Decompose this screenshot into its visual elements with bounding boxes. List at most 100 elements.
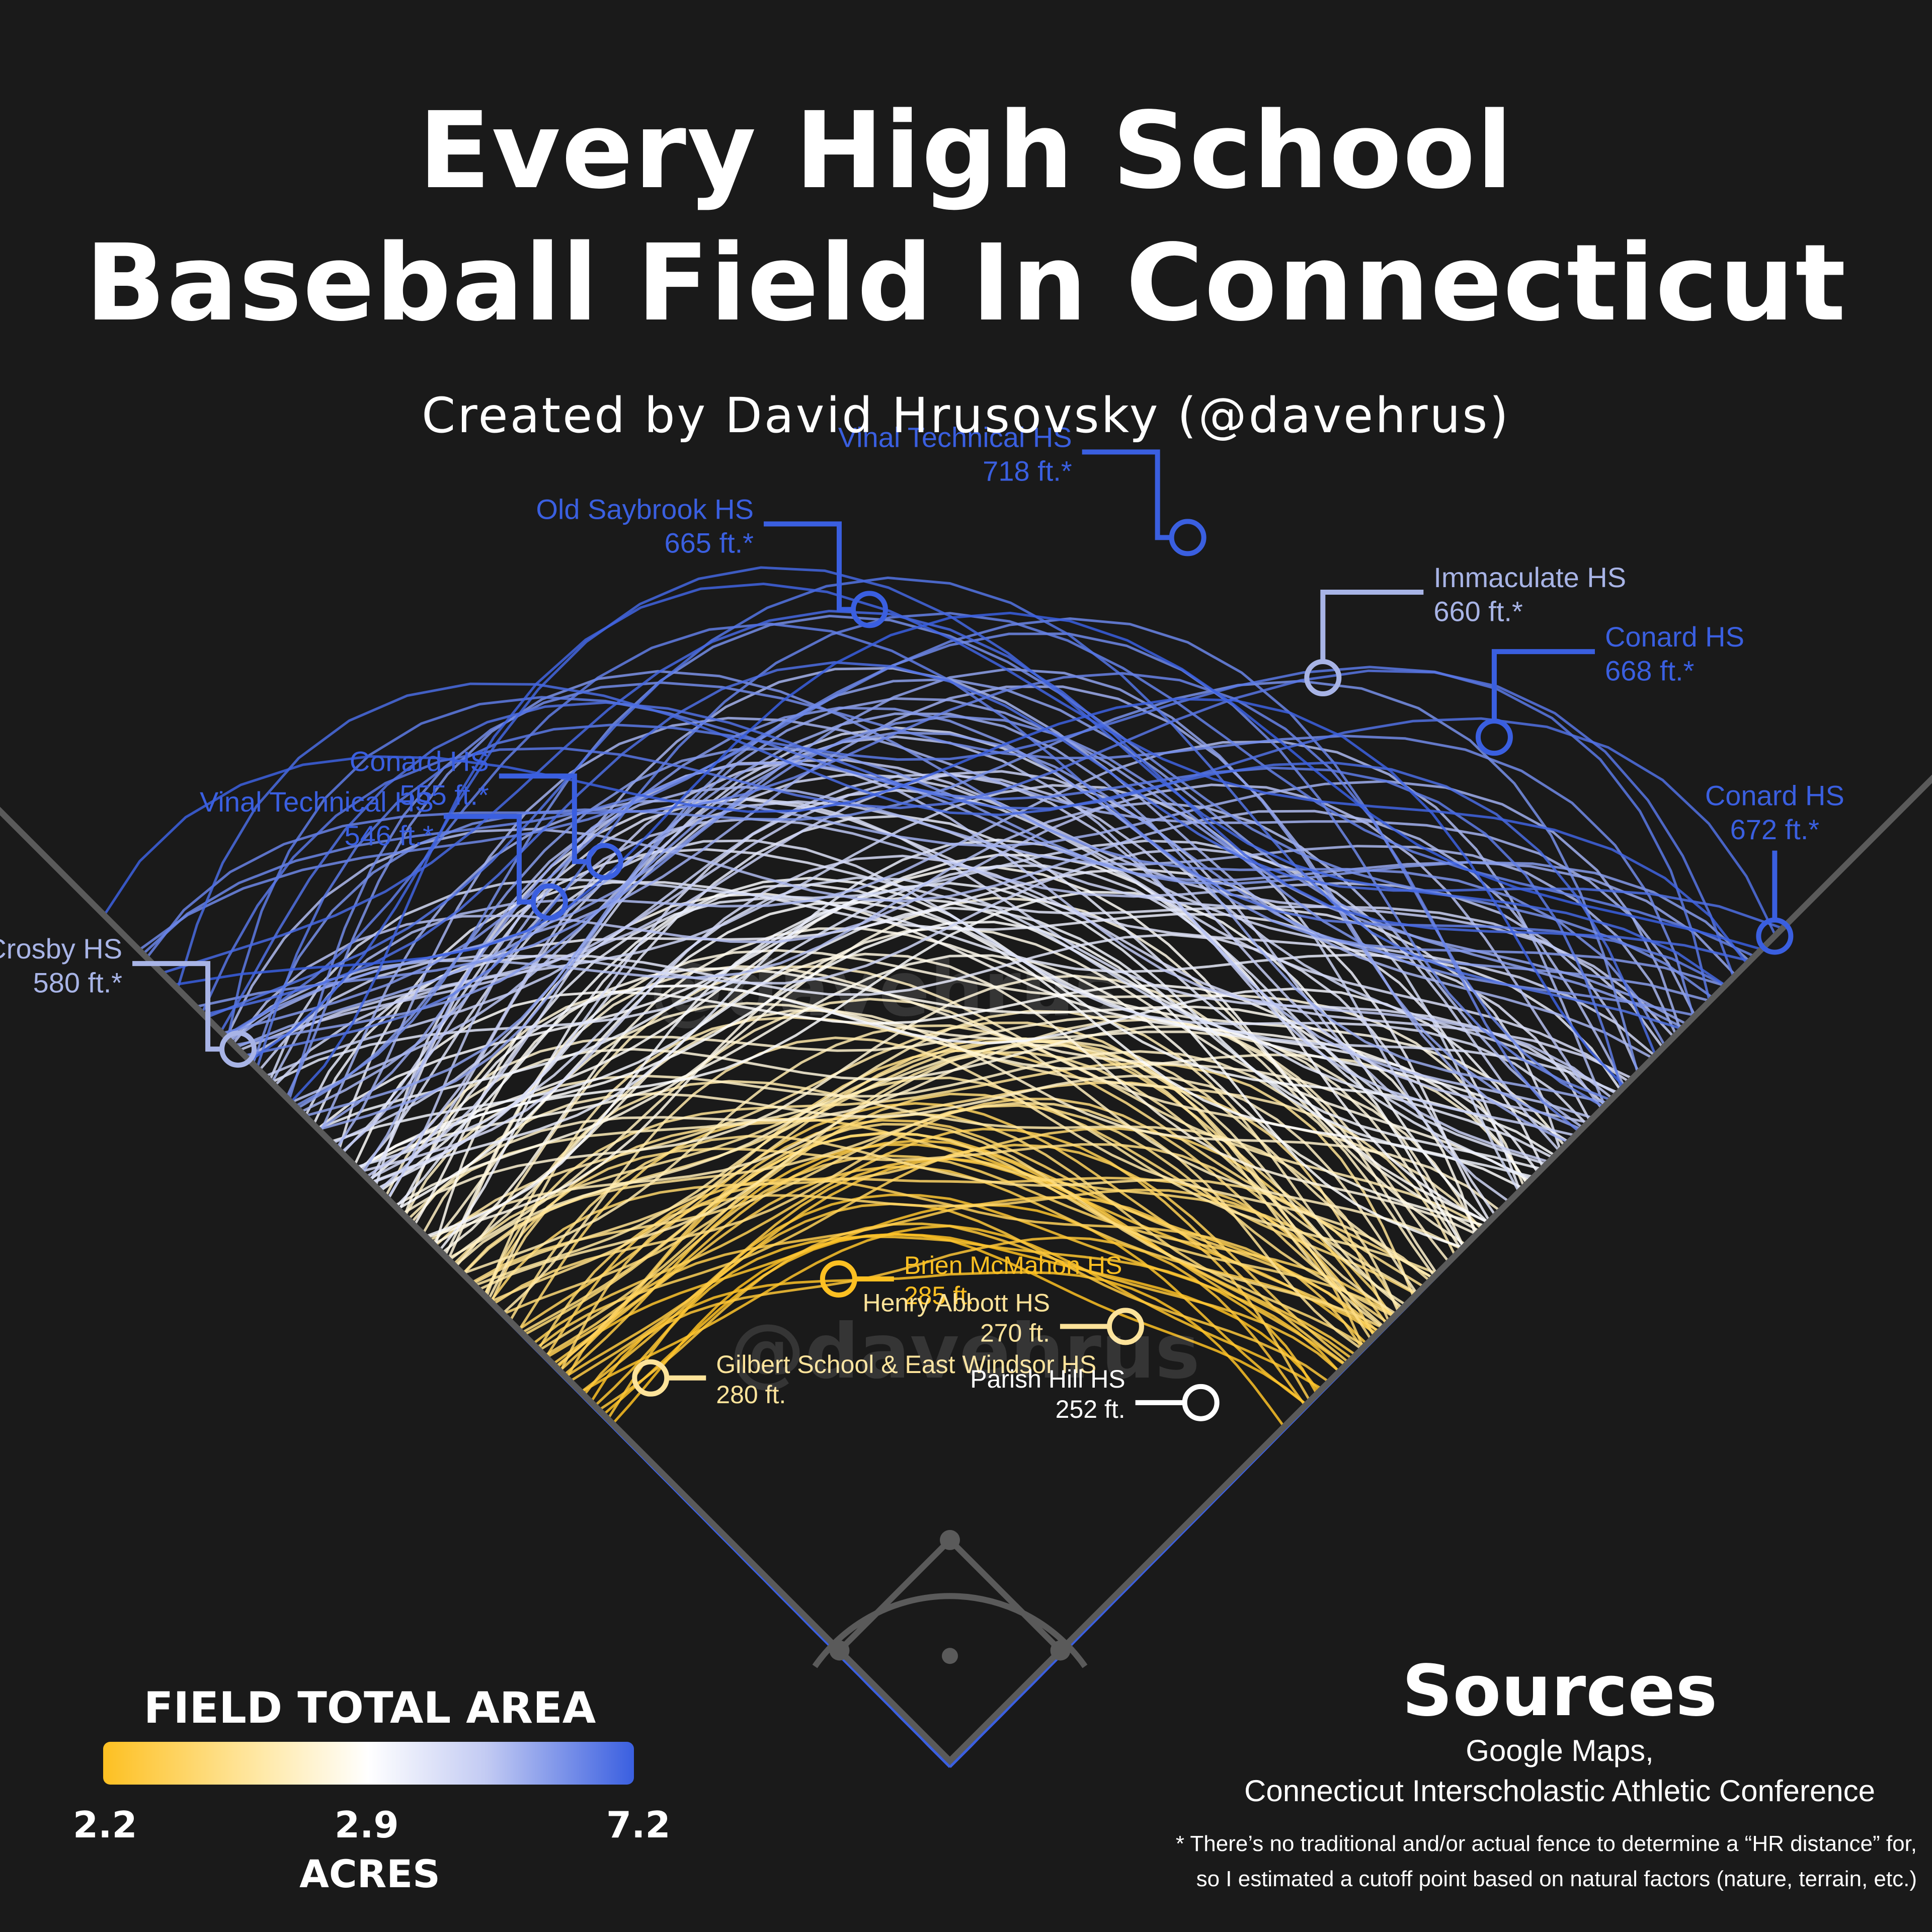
annotation-distance: 280 ft.	[716, 1381, 786, 1409]
fence-outline	[519, 1131, 1398, 1768]
fence-outline	[340, 839, 1589, 1768]
legend-title: FIELD TOTAL AREA	[143, 1683, 596, 1733]
fence-outline	[210, 612, 1757, 1768]
infield-arc	[812, 1593, 1088, 1668]
fence-outline	[204, 576, 1684, 1768]
sources-title: Sources	[1402, 1650, 1718, 1732]
annotation-leader	[1320, 590, 1424, 662]
annotation-distance: 555 ft.*	[399, 779, 489, 811]
fence-outline	[368, 876, 1558, 1768]
fence-outline	[427, 1039, 1435, 1768]
fence-outline	[577, 1222, 1341, 1768]
fence-outline	[271, 697, 1689, 1768]
page-title-line-2: Baseball Field In Connecticut	[85, 221, 1847, 345]
legend-tick-label: 2.9	[335, 1804, 399, 1846]
legend-tick-label: 2.2	[73, 1804, 137, 1846]
fence-outline	[384, 927, 1567, 1768]
legend-tick-label: 7.2	[606, 1804, 671, 1846]
fence-outline	[203, 666, 1711, 1768]
fence-outline	[539, 1139, 1358, 1768]
fence-outline	[572, 1202, 1331, 1768]
footnote-line: * There’s no traditional and/or actual f…	[1175, 1831, 1917, 1856]
annotation-school: Immaculate HS	[1433, 561, 1626, 593]
fence-outline	[176, 682, 1657, 1768]
page-subtitle: Created by David Hrusovsky (@davehrus)	[422, 387, 1510, 444]
fence-outline	[244, 770, 1552, 1768]
fence-outline	[581, 1235, 1319, 1768]
watermark: @davehrus	[730, 1308, 1200, 1396]
fence-outline	[258, 847, 1562, 1768]
fence-outline	[223, 668, 1584, 1768]
fence-outline	[315, 853, 1491, 1768]
fence-outline	[519, 1122, 1385, 1768]
legend-color-bar	[103, 1742, 634, 1785]
fence-outline	[231, 783, 1604, 1768]
annotation-marker	[820, 1260, 857, 1298]
fence-outline	[137, 632, 1614, 1768]
fence-outline	[203, 661, 1785, 1768]
fence-outline	[273, 784, 1511, 1768]
fence-outline	[247, 747, 1751, 1768]
annotation-distance: 660 ft.*	[1433, 595, 1522, 627]
watermark: @davehrus	[649, 946, 1119, 1033]
annotation-leader	[499, 773, 589, 864]
fence-outline	[224, 810, 1626, 1768]
annotation-leader	[1491, 649, 1595, 721]
base	[1050, 1640, 1071, 1661]
annotation-distance: 718 ft.*	[983, 455, 1072, 487]
fence-outline	[410, 1018, 1451, 1768]
fence-outline	[367, 891, 1490, 1768]
fence-outline	[236, 680, 1639, 1768]
fence-outline	[481, 1081, 1391, 1768]
fence-outline	[204, 582, 1749, 1768]
fence-outline	[503, 1135, 1402, 1768]
footnote-line: so I estimated a cutoff point based on n…	[1196, 1867, 1917, 1891]
fence-outline	[193, 715, 1698, 1768]
annotation-marker	[1475, 718, 1513, 756]
fence-outline	[591, 1233, 1309, 1768]
fence-outline	[582, 1236, 1307, 1768]
fence-outline	[191, 669, 1735, 1768]
annotation-distance: 546 ft.*	[344, 820, 433, 851]
annotation-school: Conard HS	[1705, 780, 1844, 812]
fence-outline	[253, 716, 1697, 1768]
fence-outline	[171, 611, 1764, 1768]
annotation-school: Crosby HS	[0, 933, 122, 964]
fence-outline	[383, 883, 1540, 1768]
annotation-school: Vinal Technical HS	[200, 786, 434, 818]
fence-outline	[159, 609, 1752, 1768]
pitchers-mound	[942, 1648, 958, 1664]
annotation-distance: 665 ft.*	[664, 527, 753, 559]
fence-outlines	[102, 566, 1785, 1768]
fence-outline	[476, 1051, 1420, 1768]
fence-outline	[580, 1225, 1324, 1768]
fence-outline	[232, 614, 1715, 1768]
fence-outline	[470, 1037, 1426, 1768]
annotation-distance: 668 ft.*	[1605, 655, 1694, 686]
source-line: Connecticut Interscholastic Athletic Con…	[1244, 1774, 1875, 1808]
annotation-distance: 672 ft.*	[1730, 814, 1819, 845]
annotation-distance: 580 ft.*	[33, 967, 122, 998]
annotation-distance: 270 ft.	[980, 1319, 1050, 1347]
fence-outline	[102, 697, 1626, 1768]
base	[829, 1640, 850, 1661]
fence-outline	[529, 1113, 1367, 1768]
fence-outline	[289, 735, 1595, 1768]
annotation-marker	[1169, 519, 1206, 556]
fence-outline	[472, 1076, 1440, 1768]
legend-unit: ACRES	[299, 1852, 440, 1896]
fence-outline	[566, 1193, 1341, 1768]
foul-line-right	[947, 774, 1932, 1763]
annotation-school: Parish Hill HS	[970, 1365, 1125, 1393]
base	[940, 1530, 960, 1550]
fence-outline	[265, 678, 1685, 1768]
annotation-distance: 285 ft.	[904, 1281, 974, 1310]
fence-outline	[382, 897, 1571, 1768]
annotation-leader	[1082, 449, 1172, 540]
fence-outline	[309, 818, 1640, 1768]
source-line: Google Maps,	[1466, 1734, 1654, 1767]
annotation-leader	[132, 961, 222, 1052]
fence-outline	[406, 1043, 1408, 1768]
